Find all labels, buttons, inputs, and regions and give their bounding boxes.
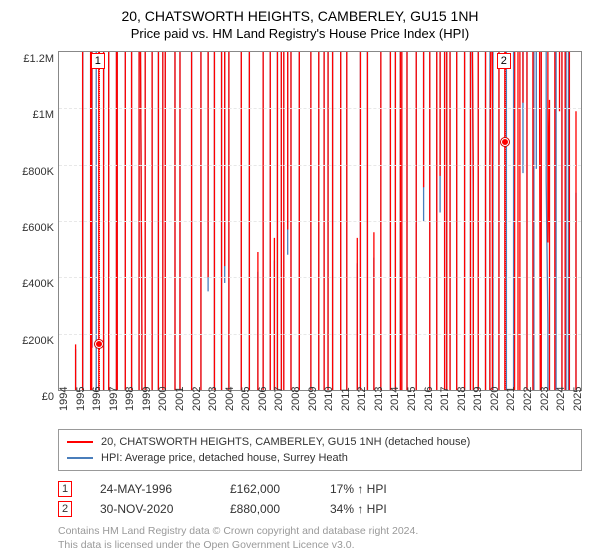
x-axis-label: 2023 [539, 387, 551, 411]
chart-title: 20, CHATSWORTH HEIGHTS, CAMBERLEY, GU15 … [10, 8, 590, 24]
footer-line: Contains HM Land Registry data © Crown c… [58, 525, 590, 539]
ref-marker-box: 1 [58, 481, 72, 497]
x-axis-label: 1995 [75, 387, 87, 411]
x-axis-label: 2006 [257, 387, 269, 411]
footer-line: This data is licensed under the Open Gov… [58, 539, 590, 553]
x-axis-label: 2001 [174, 387, 186, 411]
marker-dot [95, 340, 103, 348]
x-axis-label: 2005 [240, 387, 252, 411]
x-axis-label: 2024 [555, 387, 567, 411]
table-row: 2 30-NOV-2020 £880,000 34% ↑ HPI [58, 499, 582, 519]
x-axis-label: 2020 [489, 387, 501, 411]
x-axis-label: 2015 [406, 387, 418, 411]
x-axis-label: 1998 [124, 387, 136, 411]
x-axis-label: 2010 [323, 387, 335, 411]
y-axis-label: £400K [10, 278, 54, 290]
x-axis-label: 2018 [456, 387, 468, 411]
reference-marker-box: 1 [91, 53, 105, 69]
legend-label: HPI: Average price, detached house, Surr… [101, 452, 348, 464]
chart-area: £0 £200K £400K £600K £800K £1M £1.2M 1994 1995 19… [10, 47, 590, 423]
reference-marker-box: 2 [497, 53, 511, 69]
x-axis-label: 2012 [356, 387, 368, 411]
chart-container: 20, CHATSWORTH HEIGHTS, CAMBERLEY, GU15 … [0, 0, 600, 560]
x-axis-label: 2021 [505, 387, 517, 411]
x-axis-label: 1999 [141, 387, 153, 411]
x-axis-label: 2017 [439, 387, 451, 411]
x-axis-label: 2019 [472, 387, 484, 411]
legend-item: HPI: Average price, detached house, Surr… [67, 450, 573, 466]
marker-dot [501, 138, 509, 146]
x-axis-label: 2022 [522, 387, 534, 411]
x-axis-label: 2003 [207, 387, 219, 411]
x-axis-label: 2013 [373, 387, 385, 411]
x-axis-label: 2007 [273, 387, 285, 411]
y-axis-label: £800K [10, 166, 54, 178]
x-axis-label: 2000 [157, 387, 169, 411]
legend-swatch [67, 441, 93, 443]
legend-swatch [67, 457, 93, 459]
x-axis-label: 1996 [91, 387, 103, 411]
reference-line [99, 52, 100, 390]
x-axis-label: 1997 [108, 387, 120, 411]
footer-attribution: Contains HM Land Registry data © Crown c… [58, 525, 590, 552]
x-axis-label: 2016 [423, 387, 435, 411]
y-axis-label: £200K [10, 335, 54, 347]
x-axis-label: 2009 [307, 387, 319, 411]
legend: 20, CHATSWORTH HEIGHTS, CAMBERLEY, GU15 … [58, 429, 582, 471]
x-axis-label: 1994 [58, 387, 70, 411]
table-row: 1 24-MAY-1996 £162,000 17% ↑ HPI [58, 479, 582, 499]
legend-item: 20, CHATSWORTH HEIGHTS, CAMBERLEY, GU15 … [67, 434, 573, 450]
ref-price: £880,000 [230, 502, 330, 516]
ref-price: £162,000 [230, 482, 330, 496]
reference-line [505, 52, 506, 390]
ref-marker-box: 2 [58, 501, 72, 517]
y-axis-label: £1.2M [10, 53, 54, 65]
chart-subtitle: Price paid vs. HM Land Registry's House … [10, 26, 590, 41]
ref-pct: 34% ↑ HPI [330, 502, 450, 516]
reference-table: 1 24-MAY-1996 £162,000 17% ↑ HPI 2 30-NO… [58, 479, 582, 519]
x-axis-label: 2002 [191, 387, 203, 411]
y-axis-label: £600K [10, 222, 54, 234]
x-axis-label: 2014 [389, 387, 401, 411]
plot-area [58, 51, 582, 391]
ref-pct: 17% ↑ HPI [330, 482, 450, 496]
x-axis-label: 2008 [290, 387, 302, 411]
x-axis-label: 2004 [224, 387, 236, 411]
legend-label: 20, CHATSWORTH HEIGHTS, CAMBERLEY, GU15 … [101, 436, 470, 448]
x-axis-label: 2025 [572, 387, 584, 411]
ref-date: 24-MAY-1996 [100, 482, 230, 496]
x-axis-label: 2011 [340, 387, 352, 411]
y-axis-label: £0 [10, 391, 54, 403]
ref-date: 30-NOV-2020 [100, 502, 230, 516]
y-axis-label: £1M [10, 109, 54, 121]
